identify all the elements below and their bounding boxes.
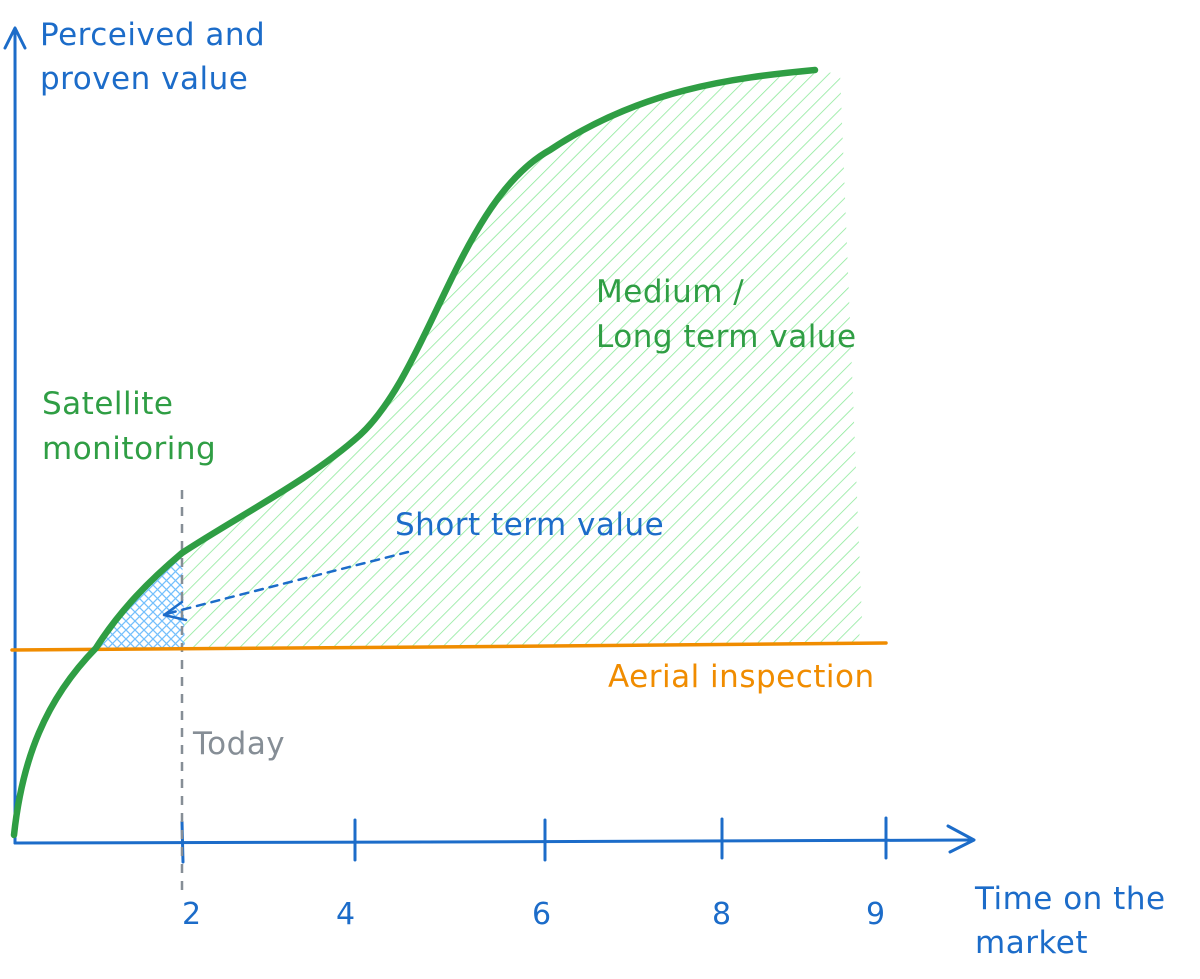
medium-long-label-line: Long term value: [596, 319, 857, 355]
x-axis-label-line: Time on the: [975, 881, 1166, 917]
long-term-value-area: [182, 72, 862, 648]
short-term-arrowhead: [162, 600, 188, 622]
y-axis-line: [13, 28, 17, 845]
x-tick-label: 2: [182, 897, 202, 932]
x-axis-label: Time on the market: [975, 877, 1166, 965]
short-term-arrow: [164, 550, 410, 616]
satellite-monitoring-curve: [10, 66, 819, 839]
satellite-label-line: monitoring: [42, 431, 217, 467]
satellite-monitoring-label: Satellite monitoring: [42, 382, 216, 472]
short-term-value-label: Short term value: [395, 507, 665, 543]
short-term-value-area: [96, 553, 185, 648]
aerial-inspection-label: Aerial inspection: [608, 659, 875, 695]
medium-long-term-label: Medium / Long term value: [596, 270, 857, 360]
x-axis-label-line: market: [975, 925, 1089, 961]
y-axis-label-line: proven value: [40, 61, 249, 97]
aerial-inspection-line: [10, 641, 888, 652]
x-tick-label: 9: [866, 897, 886, 932]
y-axis-arrowhead: [3, 26, 27, 50]
x-axis-line: [13, 838, 974, 845]
x-tick-label: 8: [712, 897, 732, 932]
y-axis-label: Perceived and proven value: [40, 13, 265, 101]
x-axis-arrowhead: [946, 824, 976, 854]
x-tick-label: 4: [336, 897, 356, 932]
today-label: Today: [193, 726, 286, 762]
y-axis-label-line: Perceived and: [40, 17, 266, 53]
medium-long-label-line: Medium /: [596, 274, 745, 310]
x-tick-label: 6: [532, 897, 552, 932]
satellite-label-line: Satellite: [42, 386, 174, 422]
